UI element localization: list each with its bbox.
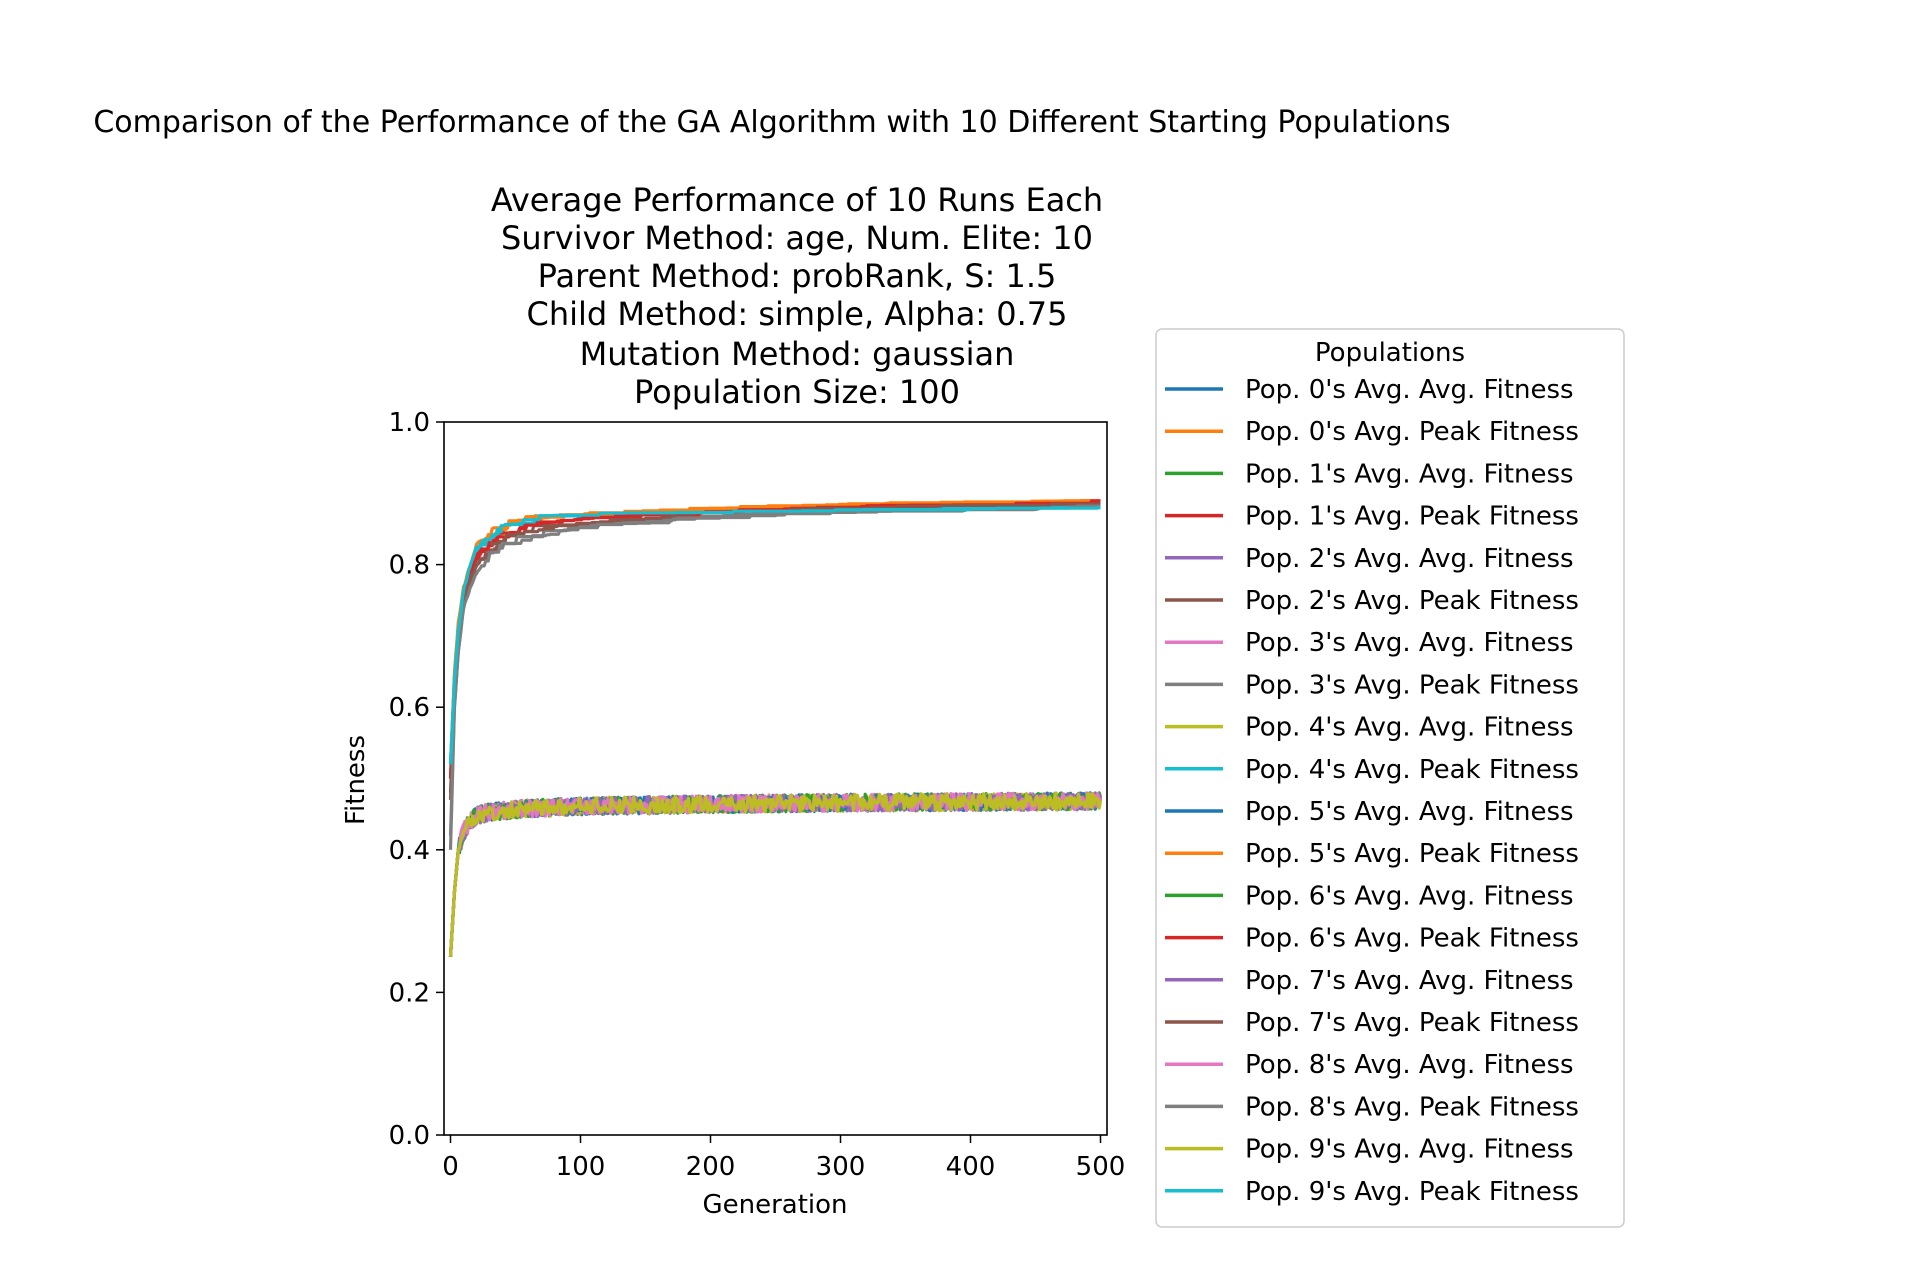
x-tick-label: 300 [816,1152,866,1182]
x-axis-label: Generation [702,1190,847,1220]
series-line [448,791,1103,957]
x-tick-label: 200 [686,1152,736,1182]
legend-label: Pop. 1's Avg. Peak Fitness [1245,502,1579,532]
plot-frame [443,421,1108,1136]
y-tick-label: 0.6 [389,693,430,723]
legend-label: Pop. 6's Avg. Avg. Fitness [1245,881,1574,911]
series-line [448,506,1101,765]
x-tick-label: 400 [946,1152,996,1182]
legend: Populations Pop. 0's Avg. Avg. Fitness Po… [1155,328,1625,1228]
legend-label: Pop. 5's Avg. Avg. Fitness [1245,797,1574,827]
legend-label: Pop. 8's Avg. Peak Fitness [1245,1092,1579,1122]
series-line [448,791,1102,957]
title-line: Survivor Method: age, Num. Elite: 10 [501,219,1093,257]
legend-label: Pop. 7's Avg. Peak Fitness [1245,1008,1579,1038]
series-line [448,499,1101,779]
title-line: Mutation Method: gaussian [580,335,1015,373]
x-tick-label: 500 [1076,1152,1126,1182]
x-tick-label: 0 [442,1152,459,1182]
series-layer [448,499,1103,957]
x-axis: 0 100 200 300 400 500 [442,1135,1125,1182]
x-tick-label: 100 [556,1152,606,1182]
series-line [448,791,1103,957]
y-tick-label: 0.0 [389,1121,430,1151]
legend-label: Pop. 4's Avg. Avg. Fitness [1245,713,1574,743]
legend-frame [1155,328,1625,1228]
title-line: Population Size: 100 [634,373,960,411]
legend-label: Pop. 5's Avg. Peak Fitness [1245,839,1579,869]
series-line [448,791,1103,957]
series-line [448,505,1101,765]
legend-label: Pop. 0's Avg. Peak Fitness [1245,417,1579,447]
y-axis-label: Fitness [341,735,371,825]
legend-label: Pop. 1's Avg. Avg. Fitness [1245,459,1574,489]
legend-label: Pop. 7's Avg. Avg. Fitness [1245,966,1574,996]
y-axis: 0.0 0.2 0.4 0.6 0.8 1.0 [389,408,444,1151]
legend-label: Pop. 2's Avg. Peak Fitness [1245,586,1579,616]
series-line [448,499,1101,765]
series-line [448,791,1103,957]
chart-title: Average Performance of 10 Runs Each Surv… [491,181,1103,411]
legend-label: Pop. 3's Avg. Peak Fitness [1245,670,1579,700]
title-line: Average Performance of 10 Runs Each [491,181,1103,219]
y-tick-label: 0.8 [389,551,430,581]
legend-label: Pop. 8's Avg. Avg. Fitness [1245,1050,1574,1080]
series-line [448,503,1101,793]
legend-label: Pop. 0's Avg. Avg. Fitness [1245,375,1574,405]
legend-label: Pop. 2's Avg. Avg. Fitness [1245,544,1574,574]
series-line [448,791,1102,957]
legend-title: Populations [1315,338,1465,368]
y-tick-label: 1.0 [389,408,430,438]
title-line: Child Method: simple, Alpha: 0.75 [526,295,1067,333]
series-line [448,791,1102,957]
series-line [448,499,1101,765]
figure-suptitle: Comparison of the Performance of the GA … [93,105,1450,140]
y-tick-label: 0.2 [389,978,430,1008]
y-tick-label: 0.4 [389,836,430,866]
legend-label: Pop. 9's Avg. Avg. Fitness [1245,1135,1574,1165]
series-line [448,791,1103,957]
series-line [448,791,1103,957]
legend-label: Pop. 6's Avg. Peak Fitness [1245,924,1579,954]
series-line [448,791,1103,957]
series-line [448,502,1101,800]
series-line [448,499,1101,779]
series-line [448,504,1101,836]
title-line: Parent Method: probRank, S: 1.5 [538,257,1057,295]
legend-label: Pop. 9's Avg. Peak Fitness [1245,1177,1579,1207]
legend-label: Pop. 3's Avg. Avg. Fitness [1245,628,1574,658]
legend-label: Pop. 4's Avg. Peak Fitness [1245,755,1579,785]
